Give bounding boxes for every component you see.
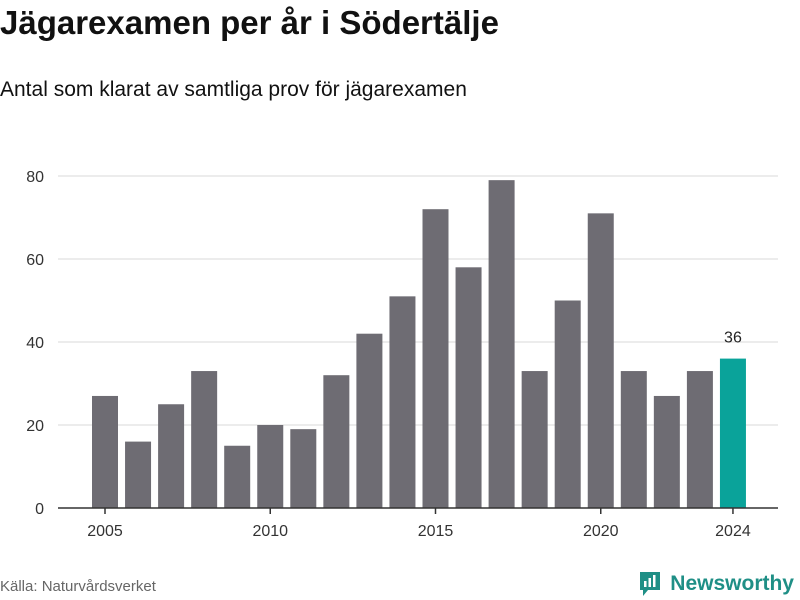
bar-chart: 0 20 40 60 80 36 2005 2010 2015 2020 2024	[26, 169, 778, 540]
source-note: Källa: Naturvårdsverket	[0, 578, 156, 595]
bar	[554, 300, 581, 508]
x-tick-label: 2015	[418, 523, 454, 540]
y-tick-label: 0	[35, 501, 44, 518]
x-tick-label: 2020	[583, 523, 619, 540]
bar	[290, 429, 317, 508]
bar	[488, 180, 515, 508]
bar	[356, 333, 383, 508]
y-tick-label: 60	[26, 252, 44, 269]
newsworthy-logo-icon	[640, 572, 661, 596]
bar	[125, 441, 152, 508]
bar	[422, 209, 449, 508]
bar	[389, 296, 416, 508]
chart-subtitle: Antal som klarat av samtliga prov för jä…	[0, 78, 467, 101]
bar	[521, 371, 548, 508]
bar	[224, 445, 251, 508]
bar	[323, 375, 350, 508]
bar	[158, 404, 185, 508]
bar	[686, 371, 713, 508]
x-tick-label: 2005	[87, 523, 123, 540]
y-tick-label: 80	[26, 169, 44, 186]
x-tick-label: 2024	[715, 523, 751, 540]
brand-name: Newsworthy	[670, 572, 794, 595]
bar	[587, 213, 614, 508]
bar	[455, 267, 482, 508]
bar	[92, 395, 118, 508]
bar	[653, 395, 680, 508]
y-tick-label: 20	[26, 418, 44, 435]
x-tick-label: 2010	[252, 523, 288, 540]
bar	[257, 425, 284, 508]
bar	[620, 371, 647, 508]
y-tick-label: 40	[26, 335, 44, 352]
data-label: 36	[724, 330, 742, 347]
bar	[719, 358, 746, 508]
brand-logo: Newsworthy	[638, 570, 794, 598]
bar	[191, 371, 218, 508]
chart-title: Jägarexamen per år i Södertälje	[0, 4, 499, 41]
